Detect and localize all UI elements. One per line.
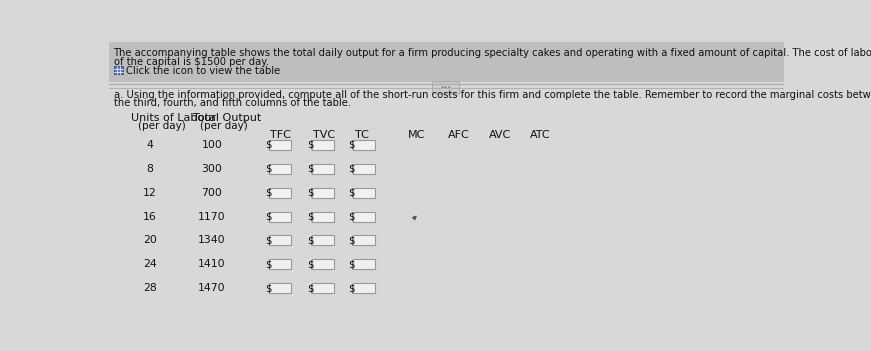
Bar (269, 140, 291, 150)
Text: 1410: 1410 (198, 259, 226, 269)
Bar (353, 236, 375, 245)
Text: $: $ (265, 188, 271, 198)
Bar (269, 212, 291, 221)
Text: 100: 100 (201, 140, 222, 150)
Bar (353, 259, 375, 269)
Text: $: $ (307, 259, 314, 269)
Text: 12: 12 (143, 188, 157, 198)
Bar (269, 236, 291, 245)
Text: •••: ••• (441, 85, 452, 91)
Text: 8: 8 (146, 164, 153, 174)
Bar (353, 164, 375, 174)
Text: the third, fourth, and fifth columns of the table.: the third, fourth, and fifth columns of … (113, 98, 351, 108)
Bar (312, 164, 334, 174)
Text: 300: 300 (201, 164, 222, 174)
Text: 4: 4 (146, 140, 153, 150)
Text: 1340: 1340 (198, 236, 226, 245)
Bar (312, 188, 334, 198)
Bar (312, 140, 334, 150)
Text: (per day): (per day) (200, 121, 248, 131)
Text: 20: 20 (143, 236, 157, 245)
Text: The accompanying table shows the total daily output for a firm producing special: The accompanying table shows the total d… (113, 47, 871, 58)
Bar (312, 236, 334, 245)
Text: $: $ (307, 164, 314, 174)
Text: $: $ (348, 283, 354, 293)
Bar (312, 259, 334, 269)
Text: AVC: AVC (489, 130, 511, 140)
Bar (269, 164, 291, 174)
Text: $: $ (307, 236, 314, 245)
Bar (269, 259, 291, 269)
Bar (269, 188, 291, 198)
Text: a. Using the information provided, compute all of the short-run costs for this f: a. Using the information provided, compu… (113, 90, 871, 100)
Text: $: $ (348, 188, 354, 198)
Text: $: $ (265, 259, 271, 269)
Bar (353, 140, 375, 150)
Bar (109, 42, 784, 82)
Bar (353, 188, 375, 198)
Text: ATC: ATC (530, 130, 550, 140)
Text: $: $ (265, 212, 271, 221)
Bar (312, 212, 334, 221)
Text: MC: MC (408, 130, 425, 140)
Text: $: $ (348, 236, 354, 245)
Text: AFC: AFC (448, 130, 469, 140)
Text: $: $ (265, 236, 271, 245)
Text: Units of Labour: Units of Labour (131, 113, 215, 123)
Text: TFC: TFC (270, 130, 291, 140)
Bar (353, 283, 375, 293)
Text: $: $ (307, 212, 314, 221)
Text: 1470: 1470 (198, 283, 226, 293)
Bar (269, 283, 291, 293)
Text: $: $ (307, 283, 314, 293)
Text: $: $ (348, 259, 354, 269)
Text: Click the icon to view the table: Click the icon to view the table (126, 66, 280, 76)
Bar (312, 283, 334, 293)
Text: $: $ (348, 212, 354, 221)
Text: $: $ (265, 140, 271, 150)
Text: TC: TC (355, 130, 369, 140)
Text: 28: 28 (143, 283, 157, 293)
Text: of the capital is $1500 per day.: of the capital is $1500 per day. (113, 57, 268, 67)
Text: $: $ (265, 283, 271, 293)
Text: TVC: TVC (313, 130, 334, 140)
Text: $: $ (348, 164, 354, 174)
Text: $: $ (265, 164, 271, 174)
Text: $: $ (348, 140, 354, 150)
Text: $: $ (307, 188, 314, 198)
Text: (per day): (per day) (138, 121, 186, 131)
Text: $: $ (307, 140, 314, 150)
Text: 24: 24 (143, 259, 157, 269)
FancyBboxPatch shape (432, 82, 460, 94)
Text: 700: 700 (201, 188, 222, 198)
Bar (114, 66, 123, 74)
Bar (353, 212, 375, 221)
Text: 1170: 1170 (198, 212, 226, 221)
Text: Total Output: Total Output (192, 113, 260, 123)
Text: 16: 16 (143, 212, 157, 221)
